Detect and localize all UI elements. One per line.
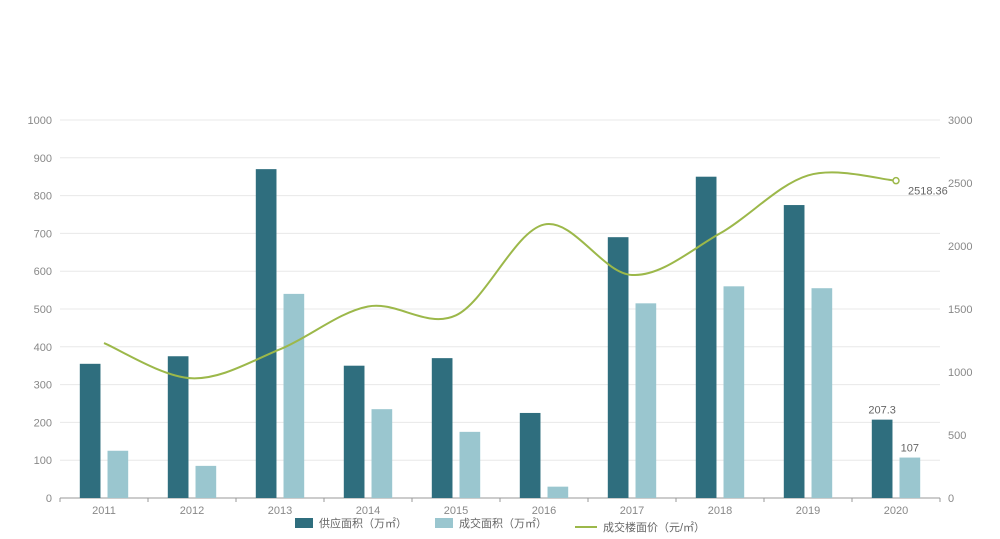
legend-item: 成交楼面价（元/㎡） (575, 519, 705, 535)
bar-traded (812, 288, 833, 498)
bar-traded (460, 432, 481, 498)
legend: 供应面积（万㎡） 成交面积（万㎡） 成交楼面价（元/㎡） (0, 515, 1000, 535)
y-left-tick-label: 800 (34, 191, 52, 203)
y-right-tick-label: 500 (948, 430, 966, 442)
legend-label: 成交面积（万㎡） (459, 515, 547, 531)
y-left-tick-label: 100 (34, 455, 52, 467)
data-label: 207.3 (868, 405, 896, 417)
y-left-tick-label: 500 (34, 304, 52, 316)
line-end-marker (893, 178, 899, 184)
legend-item: 成交面积（万㎡） (435, 515, 547, 531)
chart-svg: 0 100 200 300 400 500 600 700 800 900 1000 0 500 1000… (0, 0, 1000, 539)
bar-traded (724, 286, 745, 498)
y-left-tick-label: 200 (34, 417, 52, 429)
data-label: 107 (901, 443, 919, 455)
y-left-tick-label: 700 (34, 228, 52, 240)
line-price (104, 172, 896, 378)
legend-swatch-bar (295, 518, 313, 528)
y-right-tick-label: 2500 (948, 178, 972, 190)
legend-item: 供应面积（万㎡） (295, 515, 407, 531)
bar-traded (900, 458, 921, 498)
y-right-tick-label: 3000 (948, 115, 972, 127)
bar-traded (636, 303, 657, 498)
bar-supply (872, 420, 893, 498)
y-right-tick-label: 1000 (948, 367, 972, 379)
y-right-tick-label: 2000 (948, 241, 972, 253)
chart-container: 0 100 200 300 400 500 600 700 800 900 1000 0 500 1000… (0, 0, 1000, 539)
y-left-tick-label: 400 (34, 342, 52, 354)
legend-label: 成交楼面价（元/㎡） (603, 519, 705, 535)
y-left-tick-label: 900 (34, 153, 52, 165)
bar-traded (196, 466, 217, 498)
y-left-tick-label: 300 (34, 380, 52, 392)
legend-label: 供应面积（万㎡） (319, 515, 407, 531)
bar-traded (108, 451, 129, 498)
y-left-tick-label: 600 (34, 266, 52, 278)
bar-supply (80, 364, 101, 498)
legend-swatch-bar (435, 518, 453, 528)
legend-swatch-line (575, 526, 597, 528)
bar-supply (344, 366, 365, 498)
bar-supply (256, 169, 277, 498)
bar-traded (372, 409, 393, 498)
bar-supply (784, 205, 805, 498)
y-right-tick-label: 0 (948, 493, 954, 505)
bar-supply (696, 177, 717, 498)
y-left-tick-label: 0 (46, 493, 52, 505)
bar-supply (432, 358, 453, 498)
bar-supply (608, 237, 629, 498)
bar-traded (548, 487, 569, 498)
bar-traded (284, 294, 305, 498)
bar-supply (520, 413, 541, 498)
y-left-tick-label: 1000 (28, 115, 52, 127)
y-right-tick-label: 1500 (948, 304, 972, 316)
data-label: 2518.36 (908, 186, 948, 198)
